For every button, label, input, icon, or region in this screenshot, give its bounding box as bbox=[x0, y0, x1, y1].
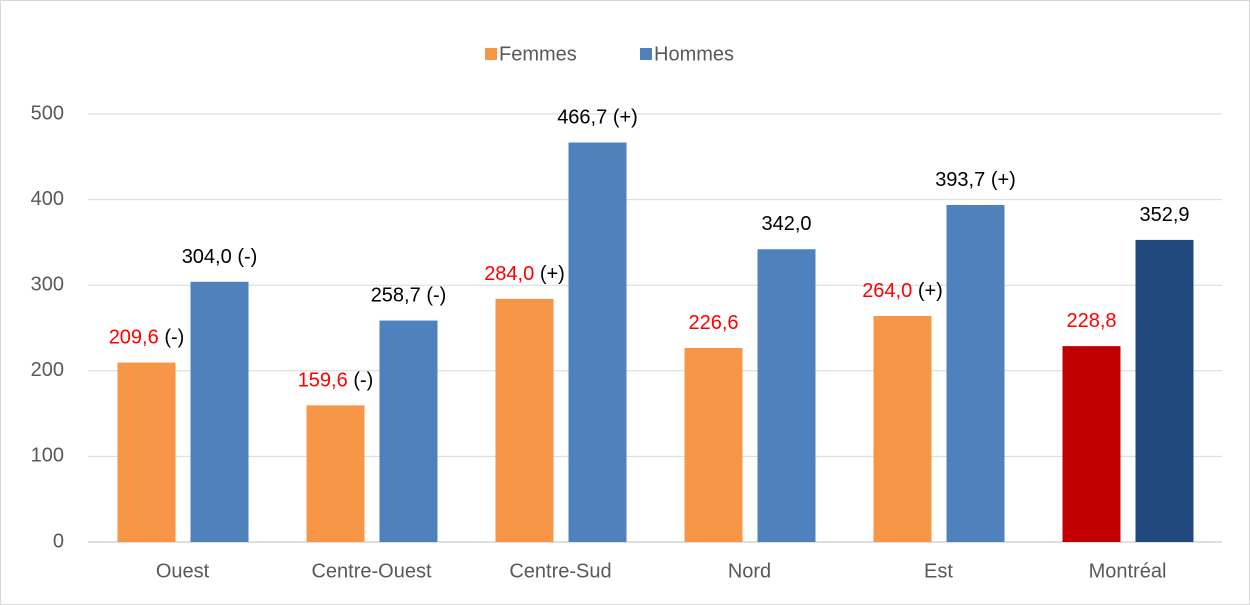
value-number: 352,9 bbox=[1139, 204, 1189, 226]
value-label: 258,7 (-) bbox=[371, 285, 447, 307]
x-tick-label: Centre-Sud bbox=[509, 560, 611, 582]
value-label: 209,6 (-) bbox=[109, 327, 185, 349]
value-number: 304,0 bbox=[182, 246, 232, 268]
x-tick-label: Est bbox=[924, 560, 953, 582]
value-number: 342,0 bbox=[761, 214, 811, 236]
value-number: 226,6 bbox=[688, 312, 738, 334]
value-number: 284,0 bbox=[484, 263, 534, 285]
y-tick-label: 400 bbox=[31, 188, 64, 210]
bar bbox=[873, 316, 932, 542]
value-label: 284,0 (+) bbox=[484, 263, 565, 285]
value-label: 393,7 (+) bbox=[935, 169, 1016, 191]
value-label: 352,9 bbox=[1139, 204, 1189, 226]
y-tick-label: 200 bbox=[31, 359, 64, 381]
bar bbox=[306, 405, 365, 542]
bar bbox=[684, 348, 743, 542]
legend-label: Hommes bbox=[654, 43, 734, 65]
bar bbox=[379, 320, 438, 542]
bar bbox=[1062, 346, 1121, 542]
x-tick-label: Montréal bbox=[1089, 560, 1167, 582]
y-tick-label: 300 bbox=[31, 273, 64, 295]
value-number: 209,6 bbox=[109, 327, 159, 349]
value-number: 228,8 bbox=[1066, 310, 1116, 332]
value-flag: (-) bbox=[164, 327, 184, 349]
value-flag: (+) bbox=[540, 263, 565, 285]
value-number: 264,0 bbox=[862, 280, 912, 302]
value-label: 466,7 (+) bbox=[557, 107, 638, 129]
bar bbox=[495, 298, 554, 542]
value-flag: (-) bbox=[237, 246, 257, 268]
value-label: 228,8 bbox=[1066, 310, 1116, 332]
legend-swatch bbox=[485, 48, 497, 60]
value-flag: (-) bbox=[353, 370, 373, 392]
bar bbox=[946, 204, 1005, 542]
bar bbox=[190, 281, 249, 542]
legend-label: Femmes bbox=[499, 43, 577, 65]
y-tick-label: 100 bbox=[31, 445, 64, 467]
bar bbox=[568, 142, 627, 542]
value-flag: (+) bbox=[918, 280, 943, 302]
value-label: 342,0 bbox=[761, 214, 811, 236]
value-flag: (-) bbox=[426, 285, 446, 307]
value-number: 258,7 bbox=[371, 285, 421, 307]
value-label: 304,0 (-) bbox=[182, 246, 258, 268]
bar bbox=[1135, 239, 1194, 542]
value-flag: (+) bbox=[991, 169, 1016, 191]
value-label: 226,6 bbox=[688, 312, 738, 334]
value-label: 264,0 (+) bbox=[862, 280, 943, 302]
value-flag: (+) bbox=[613, 107, 638, 129]
value-number: 159,6 bbox=[298, 370, 348, 392]
legend-swatch bbox=[640, 48, 652, 60]
y-tick-label: 0 bbox=[53, 530, 64, 552]
bar bbox=[757, 249, 816, 543]
value-label: 159,6 (-) bbox=[298, 370, 374, 392]
value-number: 466,7 bbox=[557, 107, 607, 129]
x-tick-label: Nord bbox=[728, 560, 771, 582]
x-tick-label: Ouest bbox=[156, 560, 210, 582]
bar bbox=[117, 362, 176, 542]
x-tick-label: Centre-Ouest bbox=[311, 560, 431, 582]
y-tick-label: 500 bbox=[31, 102, 64, 124]
value-number: 393,7 bbox=[935, 169, 985, 191]
